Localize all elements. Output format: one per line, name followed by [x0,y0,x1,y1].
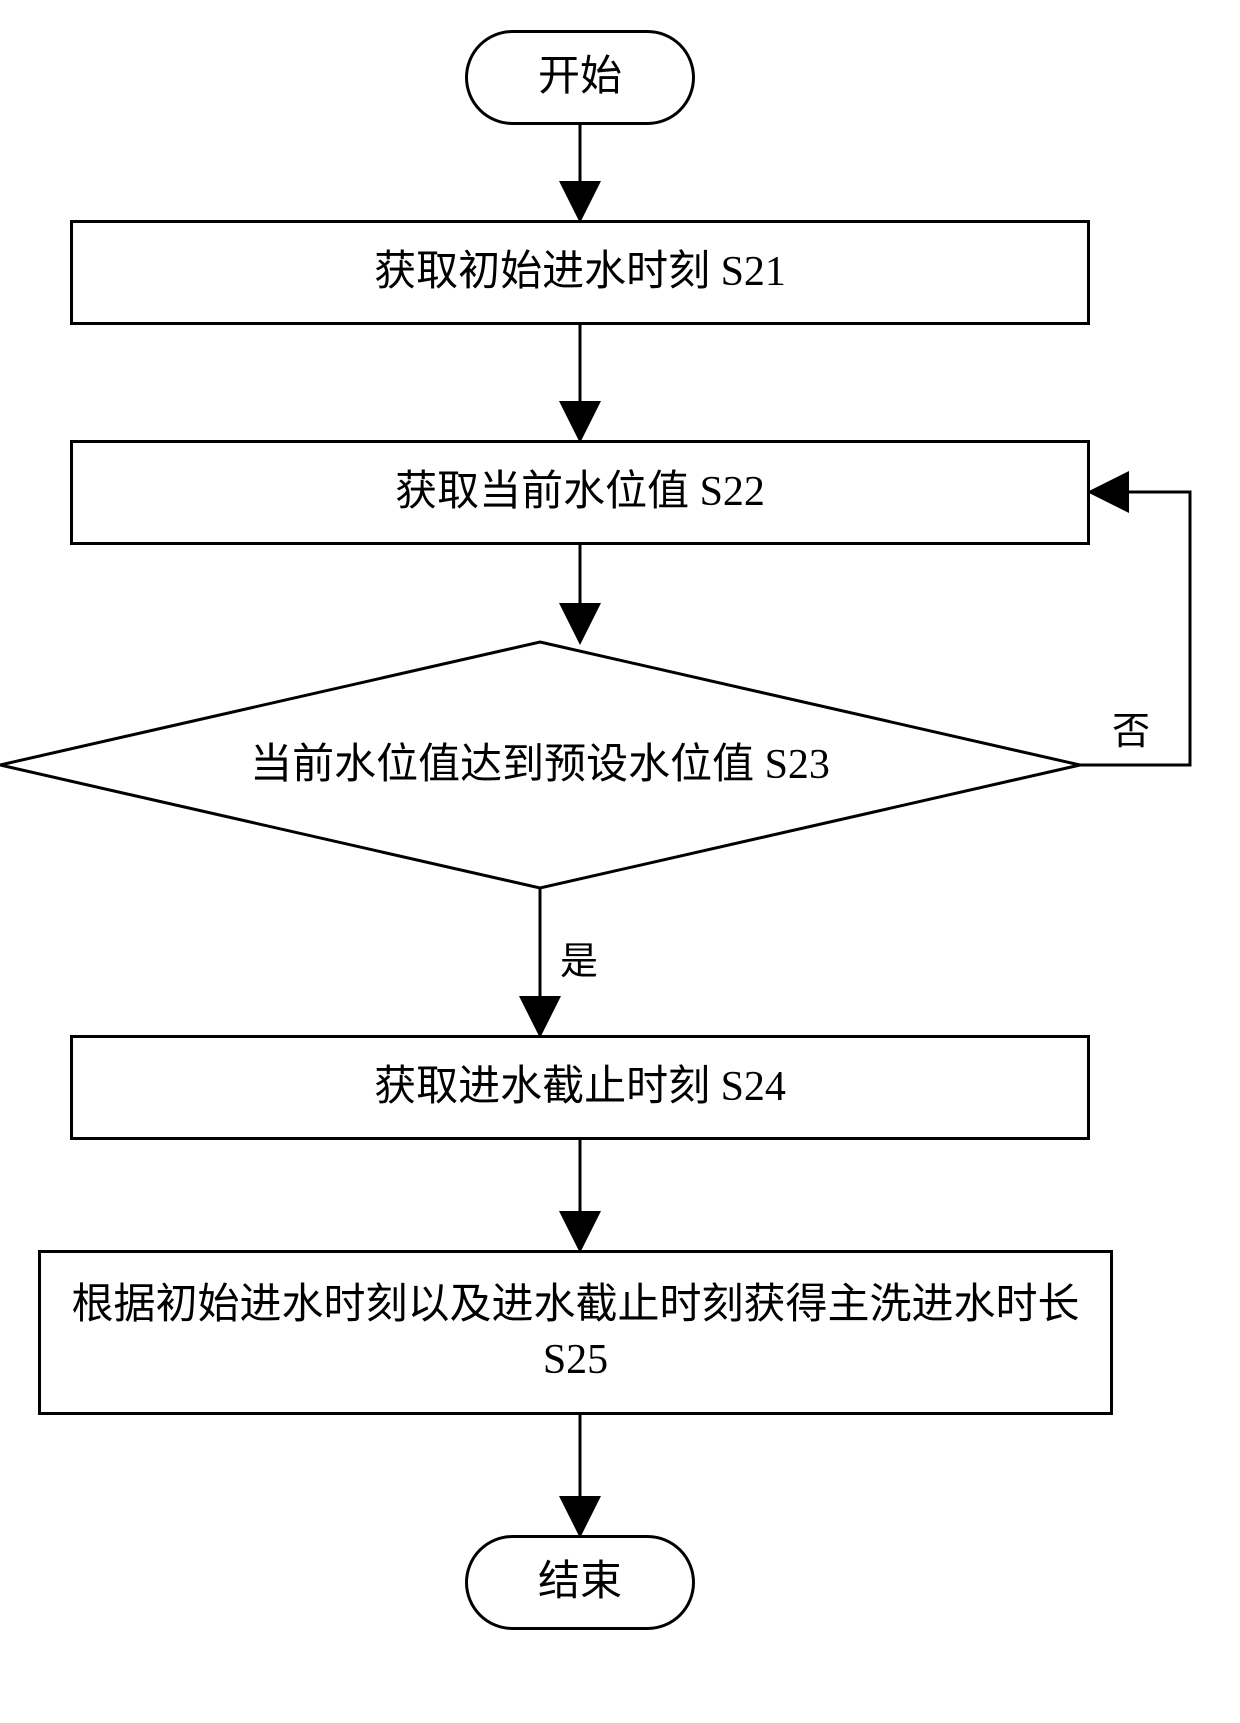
s23-label: 当前水位值达到预设水位值 S23 [250,738,830,793]
no-label-wrapper: 否 [1112,700,1150,755]
decision-s23: 当前水位值达到预设水位值 S23 [0,640,1080,890]
process-s21: 获取初始进水时刻 S21 [70,220,1090,325]
no-label: 否 [1112,711,1150,753]
s21-label: 获取初始进水时刻 S21 [374,245,786,300]
s25-label: 根据初始进水时刻以及进水截止时刻获得主洗进水时长 S25 [61,1278,1090,1387]
s22-label: 获取当前水位值 S22 [395,465,765,520]
start-node: 开始 [465,30,695,125]
start-label: 开始 [538,50,622,105]
flowchart-container: 开始 获取初始进水时刻 S21 获取当前水位值 S22 当前水位值达到预设水位值… [0,0,1240,1723]
process-s25: 根据初始进水时刻以及进水截止时刻获得主洗进水时长 S25 [38,1250,1113,1415]
yes-label: 是 [560,941,598,983]
end-label: 结束 [538,1555,622,1610]
yes-label-wrapper: 是 [560,930,598,985]
s24-label: 获取进水截止时刻 S24 [374,1060,786,1115]
end-node: 结束 [465,1535,695,1630]
process-s22: 获取当前水位值 S22 [70,440,1090,545]
process-s24: 获取进水截止时刻 S24 [70,1035,1090,1140]
